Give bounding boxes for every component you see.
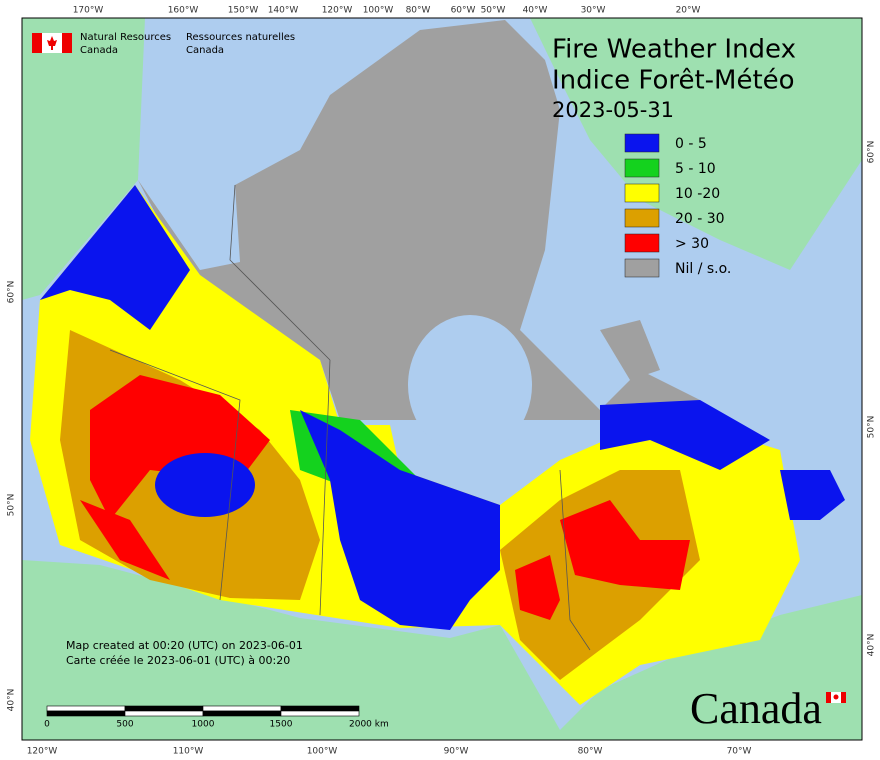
longitude-label: 150°W: [228, 6, 259, 16]
agency-fr: Ressources naturelles: [186, 32, 295, 43]
legend-label: Nil / s.o.: [675, 261, 731, 277]
legend-label: 10 -20: [675, 186, 720, 202]
latitude-label: 60°N: [7, 281, 17, 304]
flag-leaf: [47, 36, 57, 50]
agency-en: Natural Resources: [80, 32, 171, 43]
scale-segment: [202, 710, 282, 717]
alaska: [22, 18, 145, 300]
scale-segment: [280, 710, 360, 717]
graticule-labels: 170°W 160°W 150°W 140°W 120°W 100°W 80°W 60°W 50…: [7, 6, 877, 757]
wordmark-leaf: [833, 694, 839, 700]
agency-fr: Canada: [186, 45, 224, 56]
latitude-label: 50°N: [867, 416, 877, 439]
longitude-label: 60°W: [451, 6, 476, 16]
legend-swatch: [624, 183, 660, 203]
wordmark-text: Canada: [690, 684, 822, 733]
longitude-label: 170°W: [73, 6, 104, 16]
footer-note: Map created at 00:20 (UTC) on 2023-06-01: [66, 639, 303, 652]
longitude-label: 110°W: [173, 747, 204, 757]
agency-en: Canada: [80, 45, 118, 56]
legend-swatch: [624, 233, 660, 253]
borders: [109, 184, 591, 651]
fwi-zone-blue-quebec: [600, 400, 770, 470]
title: Indice Forêt-Météo: [552, 66, 795, 96]
scale-bar: 0 500 1000 1500 2000 km: [44, 705, 389, 730]
fwi-zone-red-east: [560, 500, 690, 590]
latitude-label: 50°N: [7, 494, 17, 517]
legend-swatch: [624, 158, 660, 178]
fwi-zone-red-west-2: [80, 500, 170, 580]
border: [229, 184, 331, 361]
border: [319, 359, 331, 616]
longitude-label: 90°W: [444, 747, 469, 757]
fwi-zone-red-east-2: [515, 555, 560, 620]
longitude-label: 40°W: [523, 6, 548, 16]
date: 2023-05-31: [552, 98, 674, 122]
longitude-label: 50°W: [481, 6, 506, 16]
longitude-label: 140°W: [268, 6, 299, 16]
map-frame: [22, 18, 862, 740]
longitude-label: 80°W: [578, 747, 603, 757]
scale-label: 1500: [270, 720, 293, 730]
scale-label: 2000 km: [349, 720, 389, 730]
fwi-zone-red-west: [90, 375, 270, 520]
arctic-islands: [600, 320, 660, 380]
scale-segment: [280, 705, 360, 712]
legend-label: > 30: [675, 236, 709, 252]
wordmark-flag-bar: [826, 692, 831, 703]
scale-segment: [202, 705, 282, 712]
greenland: [530, 18, 862, 270]
longitude-label: 80°W: [406, 6, 431, 16]
longitude-label: 120°W: [322, 6, 353, 16]
fwi-zone-blue-prairie: [155, 453, 255, 517]
legend-swatch: [624, 208, 660, 228]
usa: [22, 560, 862, 740]
agency-header: Natural Resources Canada Ressources natu…: [32, 32, 295, 56]
longitude-label: 100°W: [307, 747, 338, 757]
scale-label: 0: [44, 720, 50, 730]
legend-swatch: [624, 133, 660, 153]
scale-segment: [124, 710, 204, 717]
legend-label: 0 - 5: [675, 136, 707, 152]
fwi-zone-blue-labrador: [780, 470, 845, 520]
flag-bar: [62, 33, 72, 53]
longitude-label: 70°W: [727, 747, 752, 757]
hudson-bay: [408, 315, 532, 455]
footer-note: Carte créée le 2023-06-01 (UTC) à 00:20: [66, 654, 290, 667]
wordmark-flag-bar: [841, 692, 846, 703]
latitude-label: 40°N: [7, 689, 17, 712]
fwi-zone-blue-west: [40, 185, 190, 330]
longitude-label: 20°W: [676, 6, 701, 16]
scale-label: 1000: [192, 720, 215, 730]
scale-segment: [124, 705, 204, 712]
latitude-label: 60°N: [867, 141, 877, 164]
scale-segment: [46, 705, 126, 712]
flag-bar: [32, 33, 42, 53]
longitude-label: 30°W: [581, 6, 606, 16]
fwi-zone-blue-central: [300, 410, 500, 630]
legend: 0 - 5 5 - 10 10 -20 20 - 30 > 30 Nil / s.o.: [624, 133, 731, 278]
longitude-label: 160°W: [168, 6, 199, 16]
nil-region: [138, 20, 700, 420]
border: [109, 349, 241, 601]
title: Fire Weather Index: [552, 35, 796, 65]
legend-label: 20 - 30: [675, 211, 725, 227]
latitude-label: 40°N: [867, 634, 877, 657]
legend-swatch: [624, 258, 660, 278]
longitude-label: 100°W: [363, 6, 394, 16]
legend-label: 5 - 10: [675, 161, 716, 177]
border: [559, 469, 591, 651]
wordmark: Canada: [690, 684, 846, 733]
frame-border: [21, 17, 863, 741]
scale-segment: [46, 710, 126, 717]
scale-label: 500: [116, 720, 133, 730]
longitude-label: 120°W: [27, 747, 58, 757]
